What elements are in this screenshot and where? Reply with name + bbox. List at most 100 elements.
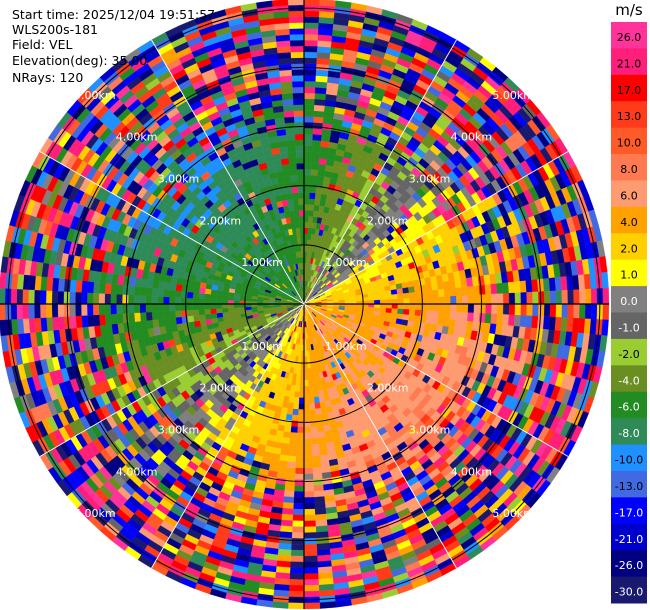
velocity-gate (215, 308, 223, 314)
velocity-gate (315, 413, 323, 421)
velocity-gate (368, 296, 375, 301)
velocity-gate (290, 426, 298, 434)
velocity-gate (317, 431, 326, 439)
velocity-gate (403, 309, 410, 316)
velocity-gate (303, 127, 314, 135)
velocity-gate (303, 139, 313, 147)
velocity-gate (51, 316, 60, 331)
velocity-gate (307, 368, 312, 375)
velocity-gate (198, 309, 205, 316)
velocity-gate (437, 281, 445, 291)
velocity-gate (313, 490, 325, 498)
velocity-gate (98, 303, 106, 315)
velocity-gate (308, 215, 314, 223)
velocity-gate (508, 303, 516, 316)
velocity-gate (391, 303, 399, 310)
velocity-gate (579, 289, 586, 305)
velocity-gate (312, 384, 318, 392)
velocity-gate (285, 413, 293, 421)
velocity-gate (298, 403, 305, 410)
velocity-gate (303, 209, 310, 217)
velocity-gate (128, 285, 135, 296)
velocity-gate (186, 291, 194, 299)
velocity-gate (573, 303, 580, 319)
velocity-gate (86, 292, 94, 305)
velocity-gate (303, 485, 314, 492)
velocity-gate (303, 438, 312, 445)
velocity-gate (484, 284, 492, 295)
velocity-gate (513, 281, 521, 294)
velocity-gate (438, 289, 445, 298)
velocity-gate (303, 555, 318, 563)
velocity-gate (303, 28, 319, 35)
velocity-gate (567, 289, 574, 305)
velocity-gate (57, 278, 65, 292)
velocity-gate (303, 432, 312, 440)
velocity-gate (318, 157, 328, 166)
velocity-gate (282, 496, 295, 504)
velocity-gate (198, 298, 205, 305)
velocity-gate (128, 312, 135, 323)
velocity-gate (293, 397, 300, 404)
velocity-gate (227, 311, 235, 317)
velocity-gate (461, 303, 469, 313)
velocity-gate (303, 75, 317, 82)
velocity-gate (548, 316, 557, 331)
velocity-gate (313, 110, 325, 118)
velocity-gate (414, 291, 422, 299)
velocity-gate (151, 287, 159, 297)
velocity-gate (39, 290, 47, 305)
velocity-gate (210, 313, 218, 319)
velocity-gate (310, 438, 319, 445)
velocity-gate (0, 303, 6, 321)
velocity-gate (308, 385, 314, 393)
velocity-gate (397, 308, 404, 315)
velocity-gate (251, 306, 258, 310)
velocity-gate (312, 467, 322, 475)
velocity-gate (313, 122, 324, 130)
velocity-gate (289, 438, 298, 445)
velocity-gate (303, 520, 316, 528)
velocity-gate (314, 98, 326, 106)
velocity-gate (467, 312, 475, 322)
velocity-gate (303, 34, 319, 41)
velocity-gate (204, 308, 211, 315)
velocity-gate (473, 285, 480, 296)
velocity-gate (315, 75, 329, 83)
velocity-gate (192, 303, 199, 310)
velocity-gate (508, 292, 516, 305)
velocity-gate (310, 426, 318, 434)
velocity-gate (473, 303, 481, 314)
velocity-gate (287, 455, 297, 463)
velocity-gate (204, 298, 211, 305)
velocity-gate (319, 601, 337, 609)
velocity-gate (379, 307, 387, 313)
velocity-gate (303, 397, 310, 404)
velocity-gate (283, 425, 292, 433)
velocity-gate (379, 290, 386, 297)
velocity-gate (385, 303, 393, 309)
velocity-gate (310, 174, 318, 182)
velocity-gate (303, 567, 319, 574)
velocity-gate (187, 285, 195, 293)
velocity-gate (298, 397, 305, 404)
velocity-gate (303, 403, 310, 410)
velocity-gate (403, 298, 410, 305)
velocity-gate (45, 290, 53, 305)
velocity-gate (310, 163, 319, 170)
velocity-gate (297, 415, 305, 422)
velocity-gate (291, 538, 305, 545)
velocity-gate (256, 305, 264, 310)
velocity-gate (561, 290, 569, 305)
velocity-gate (298, 409, 305, 416)
velocity-gate (69, 291, 76, 305)
velocity-gate (163, 317, 171, 327)
velocity-gate (169, 317, 177, 326)
velocity-gate (286, 461, 296, 469)
velocity-gate (601, 319, 609, 337)
velocity-gate (414, 309, 422, 317)
velocity-gate (397, 303, 404, 310)
velocity-gate (316, 51, 331, 60)
velocity-gate (319, 152, 329, 160)
velocity-gate (555, 303, 563, 318)
